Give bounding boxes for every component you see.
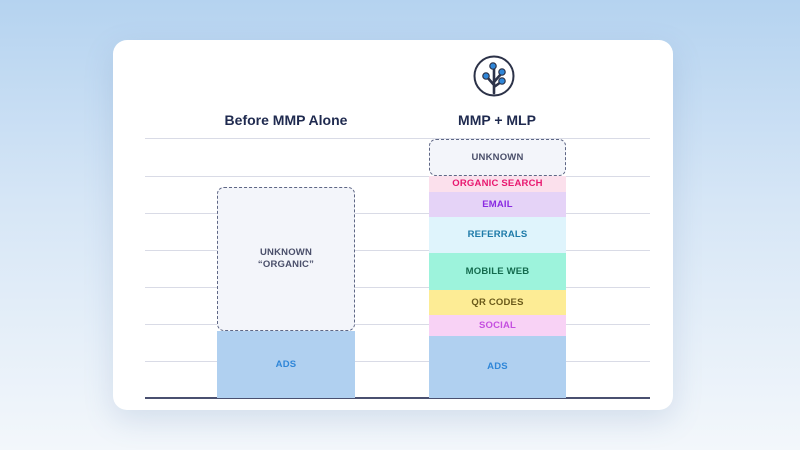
segment-label: EMAIL bbox=[482, 198, 513, 210]
segment-label: QR CODES bbox=[471, 296, 524, 308]
gridline bbox=[145, 361, 650, 362]
gridline bbox=[145, 324, 650, 325]
right-column-segment-mobile-web: MOBILE WEB bbox=[429, 253, 566, 290]
right-column-segment-organic-search: ORGANIC SEARCH bbox=[429, 176, 566, 192]
tree-logo-icon bbox=[473, 55, 515, 97]
left-column-segment-ads: ADS bbox=[217, 331, 355, 398]
segment-label: SOCIAL bbox=[478, 319, 517, 331]
gridline bbox=[145, 287, 650, 288]
card bbox=[113, 40, 673, 410]
gridline bbox=[145, 250, 650, 251]
segment-label: UNKNOWN bbox=[471, 151, 524, 163]
segment-label: ADS bbox=[487, 361, 508, 372]
right-column-segment-referrals: REFERRALS bbox=[429, 217, 566, 253]
gridline bbox=[145, 176, 650, 177]
segment-label: MOBILE WEB bbox=[465, 265, 530, 277]
right-column-segment-unknown: UNKNOWN bbox=[429, 139, 566, 176]
left-column-segment-unknown-organic: UNKNOWN “ORGANIC” bbox=[217, 187, 355, 331]
baseline bbox=[145, 397, 650, 399]
segment-label: ORGANIC SEARCH bbox=[452, 178, 543, 189]
gridline bbox=[145, 213, 650, 214]
right-column-segment-email: EMAIL bbox=[429, 192, 566, 217]
left-column-title: Before MMP Alone bbox=[224, 112, 348, 128]
gridline bbox=[145, 138, 650, 139]
right-column-segment-qr-codes: QR CODES bbox=[429, 290, 566, 315]
right-column-title: MMP + MLP bbox=[458, 112, 536, 128]
segment-label: REFERRALS bbox=[467, 229, 528, 240]
right-column-segment-ads: ADS bbox=[429, 336, 566, 398]
right-column-segment-social: SOCIAL bbox=[429, 315, 566, 336]
segment-label: ADS bbox=[275, 358, 297, 370]
segment-label: UNKNOWN “ORGANIC” bbox=[257, 247, 315, 270]
